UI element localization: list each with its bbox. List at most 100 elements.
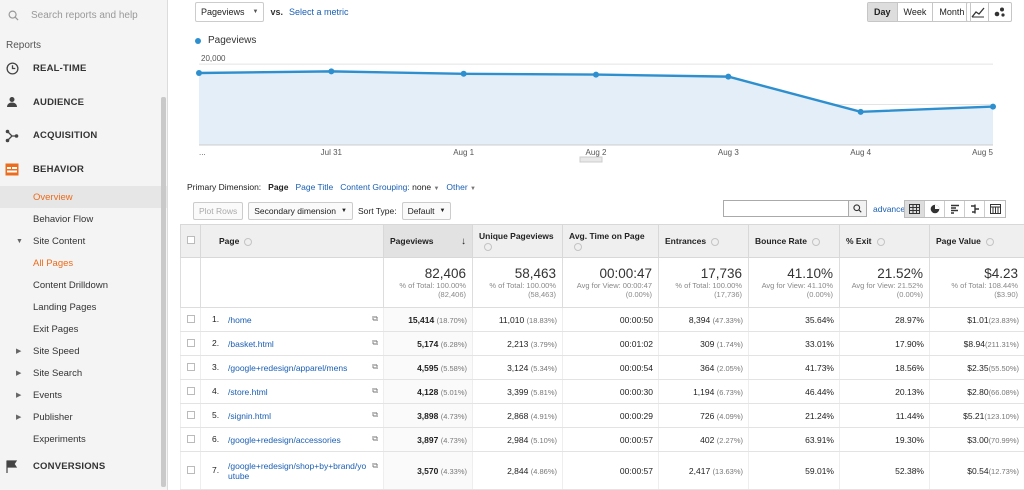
legend-label: Pageviews xyxy=(208,35,257,46)
nav-content-drilldown[interactable]: Content Drilldown xyxy=(0,274,167,296)
avg-time-cell: 00:00:54 xyxy=(562,355,659,380)
row-checkbox[interactable] xyxy=(186,434,195,443)
external-link-icon[interactable]: ⧉ xyxy=(372,434,378,444)
unique-pageviews-pct: (5.34%) xyxy=(530,363,557,373)
page-link[interactable]: /home xyxy=(228,314,252,325)
month-button[interactable]: Month xyxy=(933,3,971,21)
external-link-icon[interactable]: ⧉ xyxy=(372,386,378,396)
content-grouping-label: Content Grouping: xyxy=(340,182,410,192)
week-button[interactable]: Week xyxy=(897,3,934,21)
nav-conversions[interactable]: CONVERSIONS xyxy=(0,450,167,484)
nav-publisher[interactable]: ▶ Publisher xyxy=(0,406,167,428)
page-link[interactable]: /google+redesign/accessories xyxy=(228,434,341,445)
table-search-button[interactable] xyxy=(848,200,867,217)
pivot-view-icon[interactable] xyxy=(985,201,1005,217)
col-pageviews[interactable]: Pageviews ↓ xyxy=(383,224,473,258)
nav-behavior[interactable]: BEHAVIOR xyxy=(0,153,167,187)
row-select-cell[interactable] xyxy=(180,403,201,428)
page-link[interactable]: /signin.html xyxy=(228,410,271,421)
page-link[interactable]: /google+redesign/apparel/mens xyxy=(228,362,348,373)
external-link-icon[interactable]: ⧉ xyxy=(372,314,378,324)
col-unique-pageviews[interactable]: Unique Pageviews xyxy=(472,224,563,258)
select-metric-link[interactable]: Select a metric xyxy=(289,7,349,17)
page-link[interactable]: /store.html xyxy=(228,386,268,397)
row-select-cell[interactable] xyxy=(180,427,201,452)
table-search-input[interactable] xyxy=(723,200,861,217)
col-exit[interactable]: % Exit xyxy=(839,224,930,258)
performance-view-icon[interactable] xyxy=(945,201,965,217)
page-link[interactable]: /basket.html xyxy=(228,338,274,349)
pageviews-value: 15,414 xyxy=(408,314,435,325)
comparison-view-icon[interactable] xyxy=(965,201,985,217)
dimension-other[interactable]: Other ▼ xyxy=(446,182,476,192)
external-link-icon[interactable]: ⧉ xyxy=(372,410,378,420)
col-page[interactable]: Page xyxy=(200,224,384,258)
select-all-cell[interactable] xyxy=(180,224,201,258)
nav-realtime[interactable]: REAL-TIME xyxy=(0,52,167,86)
x-tick-label: Jul 31 xyxy=(321,148,343,157)
metric-select[interactable]: Pageviews ▼ xyxy=(195,2,265,22)
row-checkbox[interactable] xyxy=(186,314,195,323)
nav-site-content[interactable]: ▼ Site Content xyxy=(0,230,167,252)
exit-cell: 52.38% xyxy=(839,451,930,490)
row-select-cell[interactable] xyxy=(180,355,201,380)
row-select-cell[interactable] xyxy=(180,307,201,332)
pageviews-cell: 3,898 (4.73%) xyxy=(383,403,473,428)
row-checkbox[interactable] xyxy=(186,362,195,371)
col-entrances[interactable]: Entrances xyxy=(658,224,749,258)
row-select-cell[interactable] xyxy=(180,379,201,404)
nav-site-speed[interactable]: ▶ Site Speed xyxy=(0,340,167,362)
col-bounce-rate[interactable]: Bounce Rate xyxy=(748,224,840,258)
nav-events[interactable]: ▶ Events xyxy=(0,384,167,406)
col-page-value[interactable]: Page Value xyxy=(929,224,1024,258)
sort-type-select[interactable]: Default ▼ xyxy=(401,201,452,220)
data-point xyxy=(460,70,467,77)
sidebar-scrollbar[interactable] xyxy=(161,97,166,487)
nav-all-pages[interactable]: All Pages xyxy=(0,252,167,274)
nav-landing-pages[interactable]: Landing Pages xyxy=(0,296,167,318)
nav-behavior-flow[interactable]: Behavior Flow xyxy=(0,208,167,230)
nav-landing-pages-label: Landing Pages xyxy=(33,301,97,313)
external-link-icon[interactable]: ⧉ xyxy=(372,362,378,372)
nav-exit-pages[interactable]: Exit Pages xyxy=(0,318,167,340)
unique-pageviews-pct: (5.81%) xyxy=(530,387,557,397)
line-chart-icon[interactable] xyxy=(967,3,989,21)
row-checkbox[interactable] xyxy=(186,386,195,395)
row-select-cell[interactable] xyxy=(180,451,201,490)
page-cell: ⧉ 7. /google+redesign/shop+by+brand/youtub… xyxy=(200,451,384,490)
col-avg-time[interactable]: Avg. Time on Page xyxy=(562,224,659,258)
entrances-value: 309 xyxy=(700,338,715,349)
dimension-page-title[interactable]: Page Title xyxy=(295,182,334,192)
table-row: ⧉ 7. /google+redesign/shop+by+brand/youtub… xyxy=(180,451,1024,490)
nav-audience[interactable]: AUDIENCE xyxy=(0,86,167,120)
external-link-icon[interactable]: ⧉ xyxy=(372,460,378,470)
nav-acquisition[interactable]: ACQUISITION xyxy=(0,119,167,153)
page-link[interactable]: /google+redesign/shop+by+brand/youtube xyxy=(228,460,367,481)
row-checkbox[interactable] xyxy=(186,465,195,474)
entrances-cell: 364 (2.05%) xyxy=(658,355,749,380)
search-input[interactable]: Search reports and help xyxy=(31,9,138,21)
select-all-checkbox[interactable] xyxy=(187,236,195,244)
plot-rows-button[interactable]: Plot Rows xyxy=(193,201,244,220)
unique-pageviews-value: 11,010 xyxy=(498,314,525,325)
row-checkbox[interactable] xyxy=(186,338,195,347)
content-grouping[interactable]: Content Grouping: none ▼ xyxy=(340,182,439,192)
motion-chart-icon[interactable] xyxy=(989,3,1011,21)
advanced-link[interactable]: advanced xyxy=(873,204,910,214)
nav-experiments[interactable]: Experiments xyxy=(0,428,167,450)
page-value-pct: (23.83%) xyxy=(988,315,1019,325)
row-select-cell[interactable] xyxy=(180,331,201,356)
vs-label: vs. xyxy=(270,7,283,17)
help-icon xyxy=(811,237,820,246)
bounce-rate-cell: 21.24% xyxy=(748,403,840,428)
nav-overview[interactable]: Overview xyxy=(0,186,167,208)
pie-view-icon[interactable] xyxy=(925,201,945,217)
day-button[interactable]: Day xyxy=(868,3,898,21)
external-link-icon[interactable]: ⧉ xyxy=(372,338,378,348)
secondary-dimension-select[interactable]: Secondary dimension ▼ xyxy=(248,201,353,220)
row-checkbox[interactable] xyxy=(186,410,195,419)
grid-view-icon[interactable] xyxy=(905,201,925,217)
col-exit-label: % Exit xyxy=(846,236,872,246)
nav-site-search[interactable]: ▶ Site Search xyxy=(0,362,167,384)
search-bar[interactable]: Search reports and help xyxy=(0,0,167,30)
